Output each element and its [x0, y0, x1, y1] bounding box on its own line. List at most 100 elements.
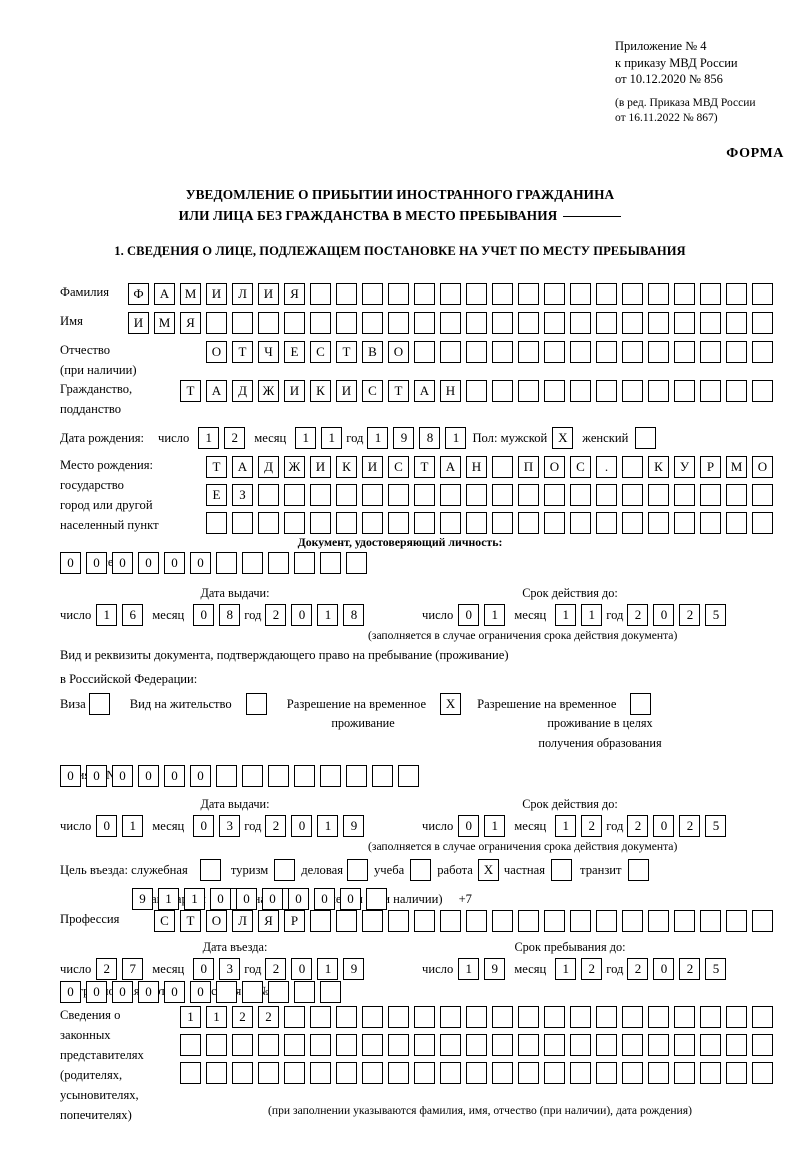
- name-cell-23[interactable]: [700, 312, 721, 334]
- profession-cell-7[interactable]: [310, 910, 331, 932]
- legal-rep-1-cell-2[interactable]: 1: [206, 1006, 227, 1028]
- phone-cell-5[interactable]: 0: [236, 888, 257, 910]
- patronymic-cell-7[interactable]: В: [362, 341, 383, 363]
- permit-number-cell-2[interactable]: 0: [86, 764, 107, 787]
- birth-place-3-cell-8[interactable]: [388, 512, 409, 534]
- surname-cell-9[interactable]: [336, 283, 357, 305]
- doc-issue-month-digit-1[interactable]: 0: [193, 604, 215, 626]
- name-cell-2[interactable]: М: [154, 312, 175, 334]
- birth-date-group[interactable]: Дата рождения: число 1 2 месяц 1 1 год 1…: [60, 427, 661, 449]
- profession-cell-17[interactable]: [570, 910, 591, 932]
- legal-rep-2-cell-14[interactable]: [518, 1034, 539, 1056]
- legal-rep-1-cell-15[interactable]: [544, 1006, 565, 1028]
- doc-valid-month-digit-1[interactable]: 1: [555, 604, 577, 626]
- permit-issue-date-group[interactable]: число 0 1 месяц 0 3 год 2 0 1 9: [60, 815, 369, 837]
- name-cell-14[interactable]: [466, 312, 487, 334]
- birth-place-3-cell-4[interactable]: [284, 512, 305, 534]
- phone-cell-6[interactable]: 0: [262, 888, 283, 910]
- legal-rep-3-cell-5[interactable]: [284, 1062, 305, 1084]
- sex-male-checkbox[interactable]: X: [552, 427, 574, 449]
- name-cell-8[interactable]: [310, 312, 331, 334]
- birth-place-1-cell-18[interactable]: К: [648, 456, 669, 478]
- surname-cell-15[interactable]: [492, 283, 513, 305]
- profession-cell-22[interactable]: [700, 910, 721, 932]
- legal-rep-3-cell-7[interactable]: [336, 1062, 357, 1084]
- profession-cell-16[interactable]: [544, 910, 565, 932]
- birth-place-2-cell-10[interactable]: [440, 484, 461, 506]
- phone-cell-8[interactable]: 0: [314, 888, 335, 910]
- temp-residence-edu-checkbox[interactable]: [630, 693, 652, 715]
- profession-cell-15[interactable]: [518, 910, 539, 932]
- birth-place-2-cell-22[interactable]: [752, 484, 773, 506]
- legal-rep-2-cell-15[interactable]: [544, 1034, 565, 1056]
- purpose-private-checkbox[interactable]: [551, 859, 573, 881]
- patronymic-cell-14[interactable]: [544, 341, 565, 363]
- doc-issue-day-digit-1[interactable]: 1: [96, 604, 118, 626]
- permit-valid-year-digit-4[interactable]: 5: [705, 815, 727, 837]
- birth-place-2-cell-20[interactable]: [700, 484, 721, 506]
- name-cell-19[interactable]: [596, 312, 617, 334]
- profession-cell-5[interactable]: Я: [258, 910, 279, 932]
- phone-cell-7[interactable]: 0: [288, 888, 309, 910]
- birth-month-digit-2[interactable]: 1: [321, 427, 343, 449]
- citizenship-cell-2[interactable]: А: [206, 380, 227, 402]
- permit-number-cell-7[interactable]: [216, 764, 237, 787]
- doc-valid-month-digit-2[interactable]: 1: [581, 604, 603, 626]
- doc-number-cell-10[interactable]: [294, 551, 315, 574]
- name-cell-18[interactable]: [570, 312, 591, 334]
- doc-number-cell-6[interactable]: 0: [190, 551, 211, 574]
- name-cell-11[interactable]: [388, 312, 409, 334]
- permit-issue-day-digit-1[interactable]: 0: [96, 815, 118, 837]
- legal-rep-2-cell-9[interactable]: [388, 1034, 409, 1056]
- birth-place-3-cell-22[interactable]: [752, 512, 773, 534]
- legal-rep-3-cell-13[interactable]: [492, 1062, 513, 1084]
- purpose-of-entry-group[interactable]: Цель въезда: служебная туризм деловая уч…: [60, 859, 654, 881]
- purpose-business-checkbox[interactable]: [347, 859, 368, 881]
- birth-place-3-cell-11[interactable]: [466, 512, 487, 534]
- name-cell-17[interactable]: [544, 312, 565, 334]
- permit-number-cell-3[interactable]: 0: [112, 764, 133, 787]
- profession-cell-10[interactable]: [388, 910, 409, 932]
- entry-day-digit-2[interactable]: 7: [122, 958, 144, 980]
- citizenship-cell-18[interactable]: [622, 380, 643, 402]
- legal-rep-2-cell-16[interactable]: [570, 1034, 591, 1056]
- profession-cell-24[interactable]: [752, 910, 773, 932]
- title-blank-line[interactable]: [563, 216, 622, 217]
- doc-number-cell-12[interactable]: [346, 551, 367, 574]
- legal-rep-1-cell-9[interactable]: [388, 1006, 409, 1028]
- legal-rep-3-cell-23[interactable]: [752, 1062, 773, 1084]
- mcard-number-cell-6[interactable]: 0: [190, 980, 211, 1003]
- legal-rep-2-cell-18[interactable]: [622, 1034, 643, 1056]
- birth-place-1-cell-13[interactable]: П: [518, 456, 539, 478]
- legal-rep-2-cell-23[interactable]: [752, 1034, 773, 1056]
- field-legal-rep-line-3[interactable]: [180, 1062, 773, 1084]
- doc-number-cell-8[interactable]: [242, 551, 263, 574]
- name-cell-22[interactable]: [674, 312, 695, 334]
- doc-valid-year-digit-3[interactable]: 2: [679, 604, 701, 626]
- legal-rep-3-cell-10[interactable]: [414, 1062, 435, 1084]
- stay-month-digit-2[interactable]: 2: [581, 958, 603, 980]
- surname-cell-7[interactable]: Я: [284, 283, 305, 305]
- doc-number-cell-5[interactable]: 0: [164, 551, 185, 574]
- legal-rep-3-cell-20[interactable]: [674, 1062, 695, 1084]
- legal-rep-1-cell-1[interactable]: 1: [180, 1006, 201, 1028]
- birth-place-1-cell-7[interactable]: И: [362, 456, 383, 478]
- doc-issue-day-digit-2[interactable]: 6: [122, 604, 144, 626]
- entry-month-digit-1[interactable]: 0: [193, 958, 215, 980]
- birth-year-digit-4[interactable]: 1: [445, 427, 467, 449]
- patronymic-cell-18[interactable]: [648, 341, 669, 363]
- patronymic-cell-4[interactable]: Е: [284, 341, 305, 363]
- entry-year-digit-4[interactable]: 9: [343, 958, 365, 980]
- citizenship-cell-10[interactable]: А: [414, 380, 435, 402]
- phone-cell-2[interactable]: 1: [158, 888, 179, 910]
- birth-place-1-cell-4[interactable]: Ж: [284, 456, 305, 478]
- name-cell-16[interactable]: [518, 312, 539, 334]
- birth-day-digit-1[interactable]: 1: [198, 427, 220, 449]
- name-cell-1[interactable]: И: [128, 312, 149, 334]
- mcard-number-cell-7[interactable]: [216, 980, 237, 1003]
- birth-place-3-cell-16[interactable]: [596, 512, 617, 534]
- birth-place-2-cell-15[interactable]: [570, 484, 591, 506]
- doc-valid-year-digit-2[interactable]: 0: [653, 604, 675, 626]
